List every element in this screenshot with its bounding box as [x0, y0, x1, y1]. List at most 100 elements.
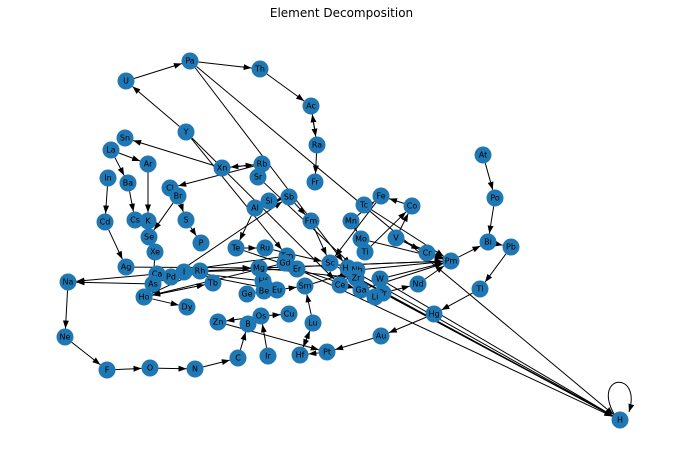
edge-Ra-Fr: [312, 153, 319, 174]
node-ce: Ce: [331, 276, 349, 294]
node-circle: [102, 141, 120, 159]
node-pm: Pm: [442, 252, 460, 270]
node-ga: Ga: [352, 281, 370, 299]
node-c: C: [229, 349, 247, 367]
node-label: P: [199, 239, 204, 248]
node-label: H: [617, 416, 623, 425]
node-se: Se: [140, 228, 158, 246]
node-circle: [56, 328, 74, 346]
node-xn: Xn: [213, 159, 231, 177]
node-circle: [246, 199, 264, 217]
node-la: La: [102, 141, 120, 159]
node-circle: [611, 411, 629, 429]
node-label: I: [183, 268, 185, 277]
node-label: Gd: [279, 259, 290, 268]
edge-Th-Ac: [266, 73, 305, 102]
edge-Bi-Pb: [494, 240, 503, 247]
node-as: As: [144, 275, 162, 293]
edge-Cd-Ag: [108, 229, 123, 260]
edge-Po-Bi: [487, 206, 495, 234]
edge-self-loop: [607, 381, 635, 415]
node-au: Au: [372, 327, 390, 345]
node-label: Be: [259, 287, 269, 296]
node-circle: [302, 212, 320, 230]
node-circle: [227, 239, 245, 257]
edge-Pa-H: [196, 66, 614, 415]
node-circle: [191, 262, 209, 280]
node-label: Rb: [257, 160, 268, 169]
node-label: Bi: [484, 238, 492, 247]
node-al: Al: [246, 199, 264, 217]
edge-Pr-Nd: [391, 285, 410, 292]
node-label: B: [245, 320, 251, 329]
node-circle: [249, 168, 267, 186]
node-circle: [141, 359, 159, 377]
node-circle: [119, 174, 137, 192]
node-p: P: [192, 234, 210, 252]
node-os: Os: [252, 307, 270, 325]
node-label: La: [106, 146, 115, 155]
node-circle: [288, 260, 306, 278]
edge-S-P: [189, 226, 197, 237]
node-circle: [371, 270, 389, 288]
edge-Fm-Sc: [314, 228, 327, 256]
edge-Ra-Ac: [310, 114, 317, 137]
node-label: Sn: [120, 134, 130, 143]
node-circle: [175, 263, 193, 281]
node-tl: Tl: [471, 280, 489, 298]
node-circle: [352, 230, 370, 248]
node-circle: [116, 129, 134, 147]
node-ba: Ba: [119, 174, 137, 192]
node-label: Tl: [475, 285, 483, 294]
node-circle: [259, 347, 277, 365]
node-label: Hg: [428, 310, 439, 319]
node-label: F: [105, 366, 110, 375]
node-cd: Cd: [96, 213, 114, 231]
edge-O-N: [158, 365, 187, 372]
node-label: Tb: [207, 279, 218, 288]
node-label: Si: [265, 197, 272, 206]
node-label: At: [479, 151, 487, 160]
node-ru: Ru: [256, 239, 274, 257]
node-pd: Pd: [162, 268, 180, 286]
edge-Tl-Hg: [441, 292, 473, 311]
node-circle: [387, 229, 405, 247]
edge-Y-U: [132, 86, 180, 127]
node-circle: [291, 346, 309, 364]
node-circle: [135, 288, 153, 306]
node-circle: [229, 349, 247, 367]
node-ar: Ar: [139, 155, 157, 173]
node-ag: Ag: [117, 258, 135, 276]
node-circle: [502, 238, 520, 256]
edge-U-Pa: [133, 63, 183, 79]
edge-Zn-Pt: [226, 323, 319, 351]
node-label: Fe: [376, 192, 385, 201]
node-label: Er: [293, 265, 302, 274]
node-label: Th: [254, 65, 265, 74]
node-label: Al: [251, 204, 259, 213]
node-xe: Xe: [146, 243, 164, 261]
node-circle: [209, 313, 227, 331]
edge-Br-S: [177, 203, 184, 213]
node-circle: [139, 155, 157, 173]
node-circle: [302, 97, 320, 115]
edge-Lu-Hf2: [302, 330, 311, 348]
node-circle: [213, 159, 231, 177]
node-sc: Sc: [321, 254, 339, 272]
node-sm: Sm: [296, 277, 314, 295]
edge-Na-Ne: [62, 290, 69, 329]
node-label: Ra: [312, 141, 322, 150]
node-label: K: [145, 217, 151, 226]
node-label: Cl: [166, 184, 174, 193]
edge-W-H: [387, 282, 613, 417]
node-bi: Bi: [479, 233, 497, 251]
node-label: Xe: [150, 248, 160, 257]
edge-Ne-F: [71, 341, 101, 366]
node-circle: [296, 277, 314, 295]
node-label: Pb: [506, 243, 516, 252]
node-label: Pt: [323, 348, 331, 357]
node-label: Co: [407, 202, 418, 211]
edge-Pa-Th: [198, 61, 252, 71]
node-label: O: [147, 364, 153, 373]
edge-Mn-Mo: [350, 223, 358, 232]
